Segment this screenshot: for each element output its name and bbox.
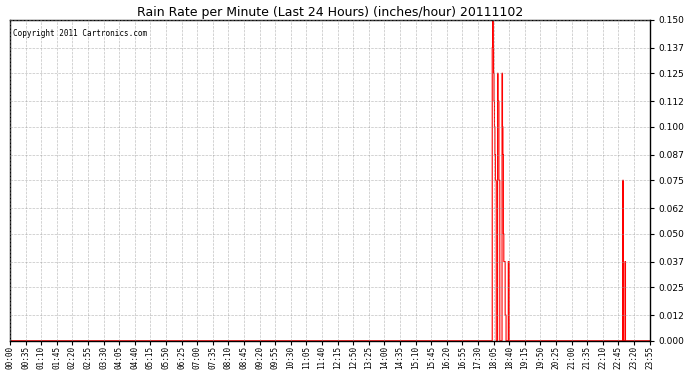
Title: Rain Rate per Minute (Last 24 Hours) (inches/hour) 20111102: Rain Rate per Minute (Last 24 Hours) (in… (137, 6, 523, 18)
Text: Copyright 2011 Cartronics.com: Copyright 2011 Cartronics.com (13, 29, 148, 38)
